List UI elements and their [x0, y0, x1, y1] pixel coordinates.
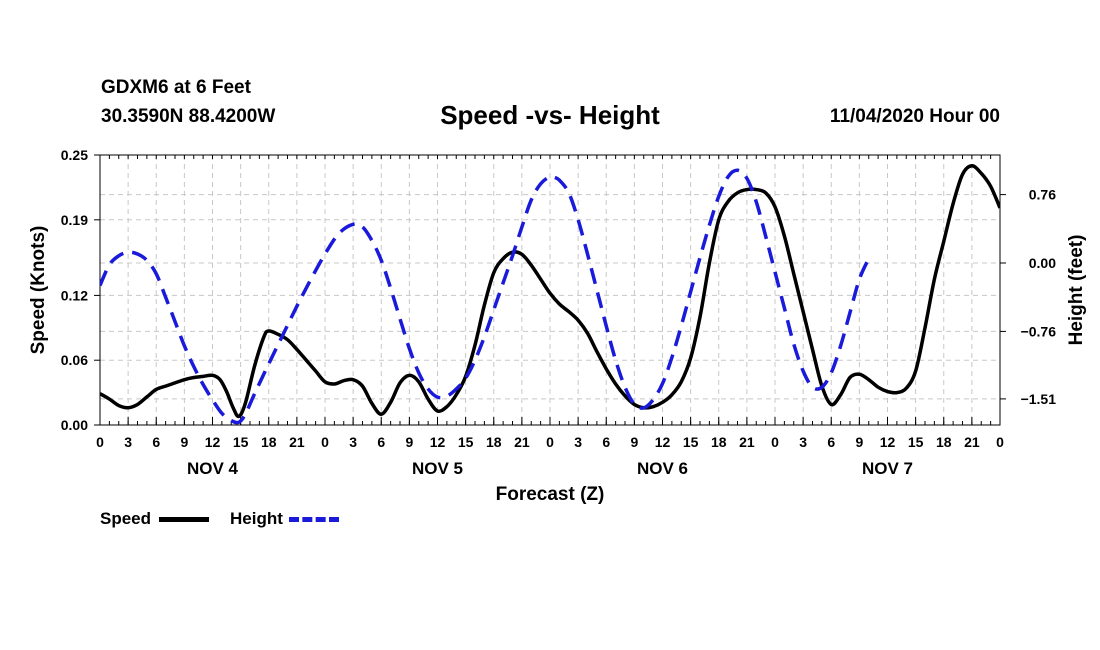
x-tick-label: 3	[124, 434, 132, 450]
x-tick-label: 6	[827, 434, 835, 450]
day-label: NOV 7	[862, 459, 913, 478]
x-tick-label: 3	[574, 434, 582, 450]
x-tick-label: 12	[430, 434, 446, 450]
x-tick-label: 6	[152, 434, 160, 450]
x-tick-label: 9	[630, 434, 638, 450]
x-tick-label: 3	[349, 434, 357, 450]
series-line-speed	[100, 164, 1000, 419]
y-right-tick-label: −0.76	[1021, 323, 1057, 339]
x-tick-label: 18	[711, 434, 727, 450]
x-tick-label: 15	[458, 434, 474, 450]
day-label: NOV 6	[637, 459, 688, 478]
x-tick-label: 0	[996, 434, 1004, 450]
x-tick-label: 9	[405, 434, 413, 450]
y-right-tick-label: −1.51	[1021, 391, 1057, 407]
legend-height-swatch	[288, 517, 339, 523]
x-tick-label: 18	[936, 434, 952, 450]
y-left-tick-label: 0.00	[61, 417, 88, 433]
x-tick-label: 18	[486, 434, 502, 450]
x-tick-label: 9	[180, 434, 188, 450]
series-line-height	[100, 168, 871, 425]
x-tick-label: 21	[514, 434, 530, 450]
x-tick-label: 12	[880, 434, 896, 450]
legend-speed-swatch	[158, 517, 209, 523]
legend-height: Height	[230, 509, 339, 529]
x-tick-label: 21	[289, 434, 305, 450]
x-tick-label: 21	[964, 434, 980, 450]
x-tick-label: 6	[602, 434, 610, 450]
minor-ticks	[99, 155, 1001, 425]
x-tick-label: 18	[261, 434, 277, 450]
y-right-axis-title: Height (feet)	[1066, 235, 1087, 346]
x-tick-label: 12	[655, 434, 671, 450]
x-tick-label: 0	[546, 434, 554, 450]
y-left-tick-label: 0.19	[61, 212, 88, 228]
x-tick-label: 6	[377, 434, 385, 450]
forecast-datetime: 11/04/2020 Hour 00	[829, 106, 1000, 127]
day-label: NOV 5	[412, 459, 463, 478]
legend-speed: Speed	[100, 509, 209, 529]
x-tick-label: 15	[233, 434, 249, 450]
x-tick-label: 0	[771, 434, 779, 450]
x-tick-label: 15	[683, 434, 699, 450]
x-tick-label: 0	[321, 434, 329, 450]
y-left-tick-label: 0.25	[61, 147, 88, 163]
y-right-tick-label: 0.76	[1029, 187, 1056, 203]
chart-title: Speed -vs- Height	[440, 100, 660, 130]
station-coordinates: 30.3590N 88.4200W	[101, 106, 276, 127]
x-tick-label: 9	[855, 434, 863, 450]
station-name: GDXM6 at 6 Feet	[101, 77, 251, 98]
x-tick-label: 12	[205, 434, 221, 450]
x-tick-label: 0	[96, 434, 104, 450]
day-label: NOV 4	[187, 459, 239, 478]
y-left-axis-title: Speed (Knots)	[28, 226, 49, 355]
y-left-tick-label: 0.06	[61, 352, 88, 368]
legend-speed-label: Speed	[100, 509, 152, 528]
legend-height-label: Height	[230, 509, 283, 528]
x-tick-label: 3	[799, 434, 807, 450]
x-tick-label: 21	[739, 434, 755, 450]
y-right-tick-label: 0.00	[1029, 255, 1056, 271]
x-axis-title: Forecast (Z)	[496, 484, 605, 505]
x-tick-label: 15	[908, 434, 924, 450]
y-left-tick-label: 0.12	[61, 287, 88, 303]
grid-lines	[99, 154, 1001, 426]
